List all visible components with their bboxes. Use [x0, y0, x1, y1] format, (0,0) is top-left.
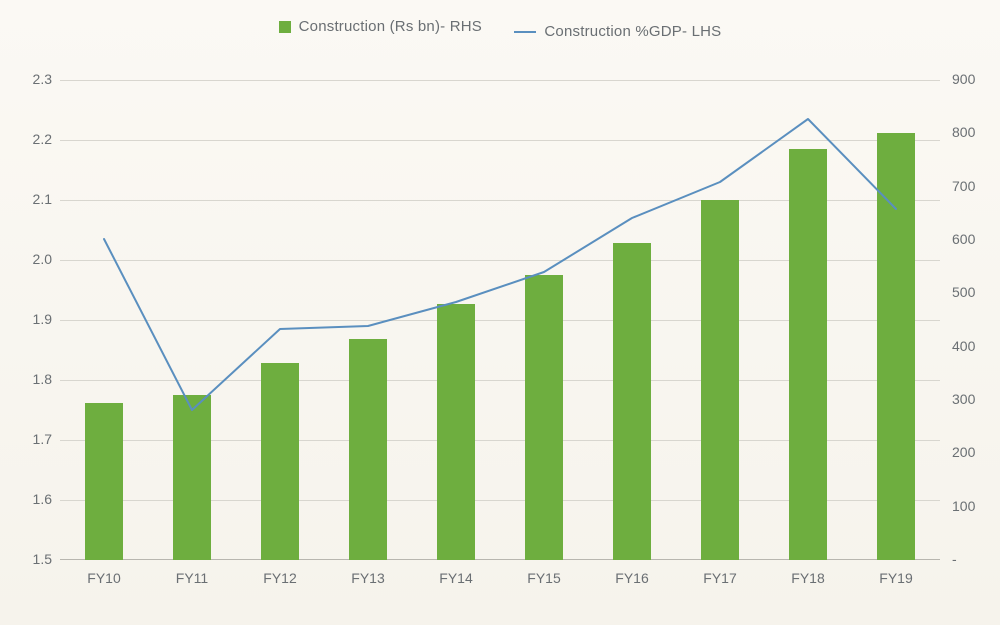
x-tick-label: FY10	[87, 570, 120, 586]
x-tick-label: FY16	[615, 570, 648, 586]
legend-item-bars: Construction (Rs bn)- RHS	[279, 18, 482, 35]
x-tick-label: FY14	[439, 570, 472, 586]
x-tick-label: FY12	[263, 570, 296, 586]
y-right-tick-label: 700	[952, 178, 998, 194]
y-right-tick-label: 200	[952, 444, 998, 460]
line-series	[60, 80, 940, 560]
y-left-tick-label: 1.8	[6, 371, 52, 387]
y-left-tick-label: 2.0	[6, 251, 52, 267]
x-tick-label: FY17	[703, 570, 736, 586]
x-tick-label: FY11	[176, 570, 208, 586]
y-right-tick-label: 100	[952, 498, 998, 514]
y-right-tick-label: 400	[952, 338, 998, 354]
legend-swatch-bar	[279, 21, 291, 33]
y-right-tick-label: 600	[952, 231, 998, 247]
x-tick-label: FY13	[351, 570, 384, 586]
legend-item-line: Construction %GDP- LHS	[514, 23, 721, 40]
x-tick-label: FY15	[527, 570, 560, 586]
legend-label-line: Construction %GDP- LHS	[544, 23, 721, 40]
legend-label-bars: Construction (Rs bn)- RHS	[299, 18, 482, 35]
legend: Construction (Rs bn)- RHS Construction %…	[0, 18, 1000, 40]
x-tick-label: FY18	[791, 570, 824, 586]
y-right-tick-label: 900	[952, 71, 998, 87]
plot-area: 1.51.61.71.81.92.02.12.22.3-100200300400…	[60, 80, 940, 560]
y-left-tick-label: 1.9	[6, 311, 52, 327]
y-right-tick-label: 800	[952, 124, 998, 140]
y-right-tick-label: 300	[952, 391, 998, 407]
legend-swatch-line	[514, 31, 536, 33]
y-left-tick-label: 1.5	[6, 551, 52, 567]
y-left-tick-label: 2.1	[6, 191, 52, 207]
y-left-tick-label: 2.3	[6, 71, 52, 87]
combo-chart: Construction (Rs bn)- RHS Construction %…	[0, 0, 1000, 625]
y-right-tick-label: 500	[952, 284, 998, 300]
y-left-tick-label: 2.2	[6, 131, 52, 147]
y-left-tick-label: 1.7	[6, 431, 52, 447]
y-right-tick-label: -	[952, 551, 998, 567]
y-left-tick-label: 1.6	[6, 491, 52, 507]
x-tick-label: FY19	[879, 570, 912, 586]
